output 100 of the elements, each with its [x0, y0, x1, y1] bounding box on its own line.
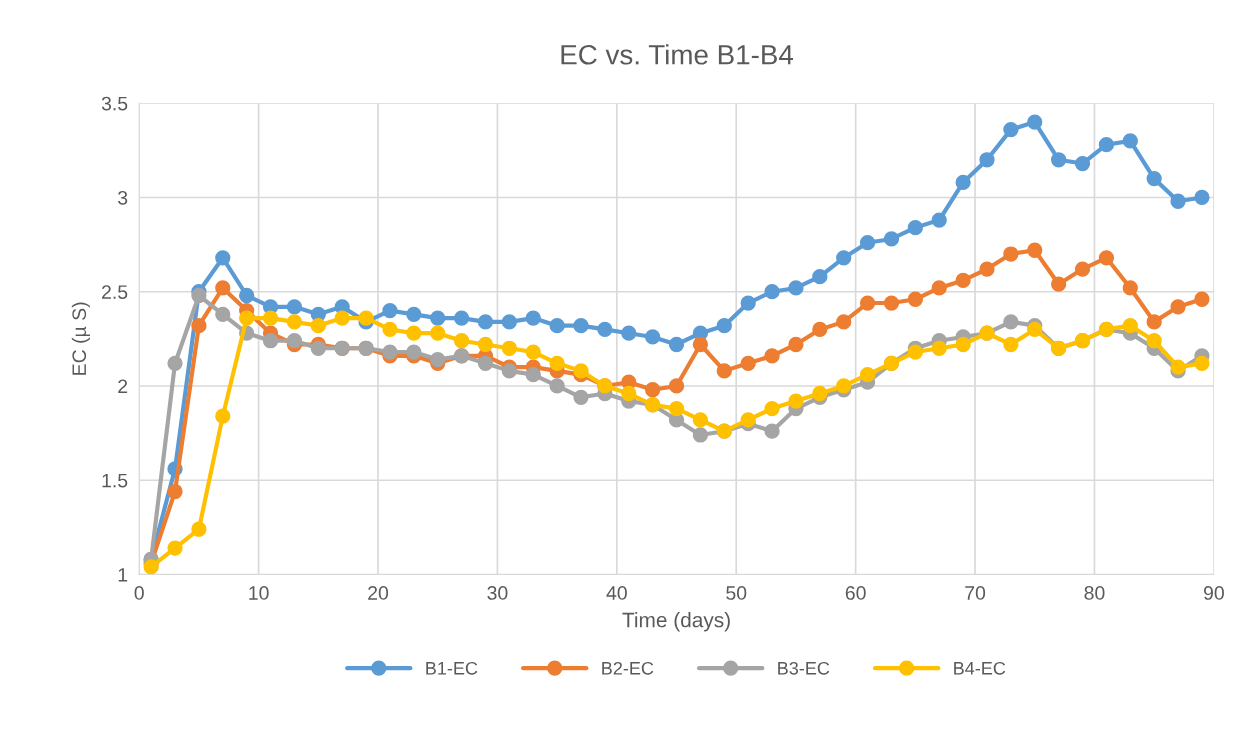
point [310, 340, 326, 356]
point [764, 423, 780, 439]
point [668, 378, 685, 394]
point [645, 382, 661, 398]
y-axis-title: EC (µ S) [71, 302, 90, 375]
point [239, 310, 255, 326]
point [621, 325, 637, 341]
x-tick-label: 60 [845, 586, 866, 600]
point [501, 363, 518, 379]
point [955, 336, 971, 353]
point [1194, 189, 1210, 206]
point [812, 321, 828, 338]
point [525, 344, 541, 360]
point [812, 385, 828, 402]
point [788, 280, 804, 296]
point [788, 393, 804, 409]
y-tick-label: 1.5 [102, 473, 128, 488]
point [382, 344, 398, 360]
point [573, 318, 589, 334]
point [167, 355, 183, 371]
point [931, 280, 947, 296]
point [215, 306, 231, 322]
point [764, 348, 780, 364]
x-tick-label: 30 [487, 586, 508, 600]
legend-label: B1-EC [426, 661, 478, 675]
point [1003, 314, 1019, 330]
point [740, 295, 756, 311]
point [430, 325, 446, 341]
point [406, 325, 422, 341]
point [1003, 121, 1019, 138]
point [597, 321, 613, 338]
point [549, 318, 565, 334]
point [907, 344, 923, 360]
point [1194, 355, 1210, 371]
point [907, 219, 923, 236]
x-tick-label: 50 [726, 586, 747, 600]
point [549, 355, 565, 371]
point [1194, 291, 1210, 307]
y-tick-label: 3.5 [101, 96, 128, 111]
chart-title: EC vs. Time B1-B4 [561, 44, 794, 65]
point [1146, 170, 1162, 187]
point [143, 559, 159, 575]
point [215, 408, 231, 424]
point [239, 287, 255, 304]
point [740, 355, 756, 371]
point [931, 212, 947, 228]
point [334, 310, 350, 326]
point [859, 367, 876, 383]
x-tick-label: 20 [368, 586, 389, 600]
point [430, 310, 446, 326]
point [740, 412, 756, 428]
point [907, 291, 923, 307]
point [477, 314, 494, 330]
point [191, 318, 207, 334]
point [836, 314, 852, 330]
point [668, 400, 685, 417]
point [836, 250, 852, 266]
legend-label: B4-EC [954, 661, 1006, 675]
point [883, 295, 900, 311]
point [764, 284, 780, 300]
point [262, 310, 279, 326]
point [979, 261, 995, 277]
point [501, 340, 518, 356]
point [382, 321, 398, 338]
point [1098, 250, 1115, 266]
point [191, 287, 207, 304]
point [1027, 321, 1043, 338]
point [286, 314, 303, 330]
legend-label: B2-EC [602, 661, 654, 675]
point [286, 333, 303, 349]
point [430, 351, 446, 368]
point [1003, 336, 1019, 353]
point [501, 314, 518, 330]
y-tick-label: 1 [118, 568, 128, 582]
point [716, 363, 732, 379]
point [1122, 318, 1138, 334]
point [215, 250, 231, 266]
point [1051, 276, 1067, 292]
point [668, 336, 685, 353]
y-tick-label: 3 [118, 190, 128, 205]
point [955, 272, 971, 289]
x-axis-title: Time (days) [622, 612, 730, 632]
x-tick-label: 0 [134, 586, 144, 600]
point [621, 385, 637, 402]
legend-label: B3-EC [778, 661, 830, 675]
point [859, 235, 876, 251]
point [215, 280, 231, 296]
point [1074, 155, 1091, 172]
y-tick-label: 2 [118, 379, 128, 394]
point [1170, 359, 1186, 375]
x-tick-label: 10 [249, 586, 269, 600]
point [1146, 333, 1162, 349]
point [382, 302, 398, 319]
point [406, 344, 422, 360]
point [1051, 152, 1067, 168]
point [549, 378, 565, 394]
point [477, 355, 494, 371]
point [692, 412, 709, 428]
point [979, 152, 995, 168]
point [573, 363, 589, 379]
